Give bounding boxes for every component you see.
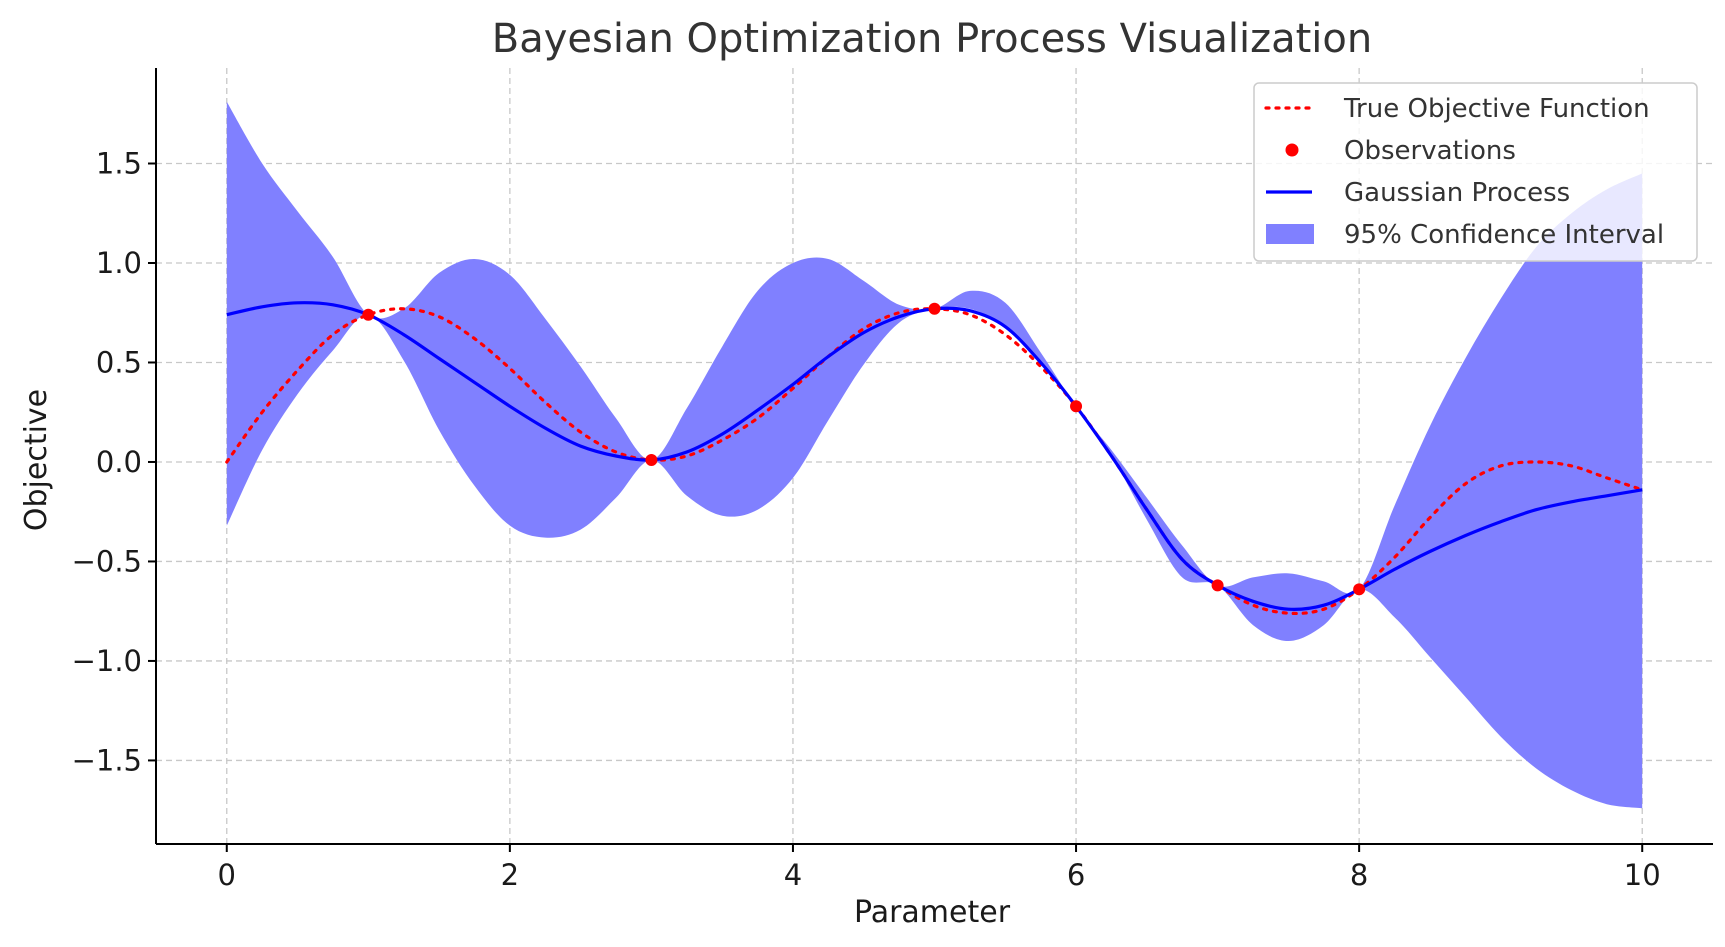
y-tick-label: 0.5 [96, 345, 142, 379]
confidence-interval-band [226, 101, 1643, 809]
plot-area [225, 101, 1644, 809]
legend-label: Observations [1344, 136, 1516, 166]
x-tick-label: 2 [501, 858, 519, 892]
y-tick-label: −1.0 [72, 644, 142, 678]
y-tick-label: 1.5 [96, 147, 142, 181]
observation-point [1353, 583, 1366, 596]
x-tick-label: 4 [784, 858, 802, 892]
legend-swatch-observations [1285, 143, 1299, 157]
legend-label: True Objective Function [1343, 94, 1650, 124]
y-tick-label: 1.0 [96, 246, 142, 280]
y-tick-label: 0.0 [96, 445, 142, 479]
x-axis-label: Parameter [854, 895, 1011, 930]
observation-point [1211, 579, 1224, 592]
x-tick-label: 10 [1624, 858, 1661, 892]
observation-point [1070, 400, 1083, 413]
observation-point [362, 308, 375, 321]
legend-box [1253, 82, 1698, 262]
x-tick-label: 8 [1350, 858, 1368, 892]
x-tick-label: 0 [218, 858, 236, 892]
legend-swatch-confidence-interval [1266, 224, 1314, 244]
y-tick-label: −1.5 [72, 743, 142, 777]
legend-label: Gaussian Process [1344, 178, 1570, 208]
axes: 0 2 4 6 8 10 −1.5 −1.0 −0.5 0.0 0.5 1.0 1.5 [72, 68, 1713, 892]
legend-label: 95% Confidence Interval [1344, 220, 1664, 250]
observation-point [645, 453, 658, 466]
y-tick-label: −0.5 [72, 544, 142, 578]
chart-title: Bayesian Optimization Process Visualizat… [492, 16, 1372, 62]
y-axis-label: Objective [19, 389, 54, 531]
x-tick-label: 6 [1067, 858, 1085, 892]
legend: True Objective Function Observations Gauss… [1253, 82, 1698, 262]
observation-point [928, 302, 941, 315]
